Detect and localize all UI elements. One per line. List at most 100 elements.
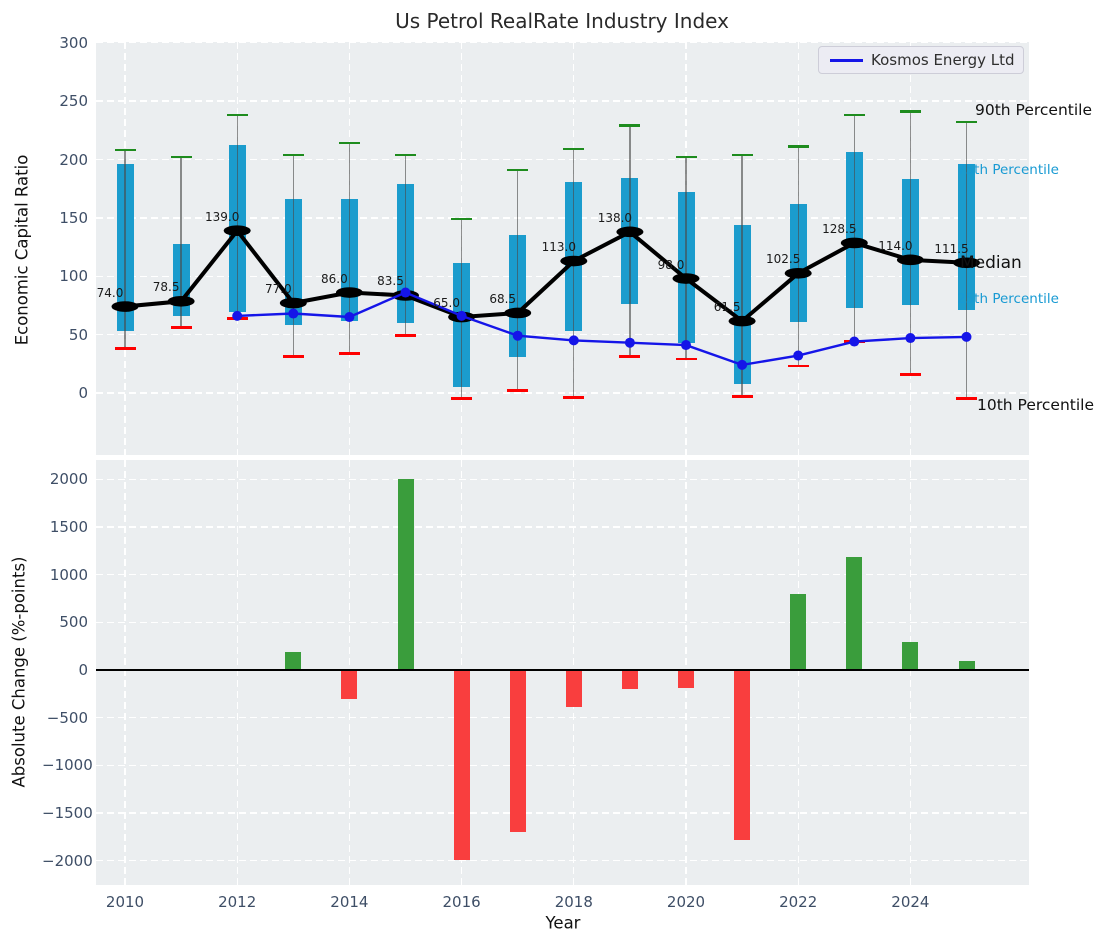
whisker-2020 [685,157,687,360]
gridline-h [96,275,1029,277]
kosmos-point-2017 [512,330,523,341]
top-ytick-300: 300 [59,33,88,52]
median-value-label-2022: 102.5 [766,252,801,267]
kosmos-point-2012 [232,310,243,321]
gridline-h [96,217,1029,219]
top-ytick-0: 0 [78,383,88,402]
whisker-2015 [404,154,407,336]
p90-cap-2019 [619,124,641,127]
whisker-2023 [853,115,855,342]
whisker-2017 [517,170,519,391]
p90-cap-2021 [731,153,753,157]
xtick-2018: 2018 [554,893,593,911]
kosmos-point-2015 [400,287,411,298]
bottom-ytick--1500: −1500 [42,804,93,822]
whisker-2013 [292,154,294,357]
change-bar-2015 [397,479,414,670]
median-value-label-2012: 139.0 [205,209,240,224]
kosmos-point-2022 [793,350,804,361]
whisker-2018 [573,148,575,398]
gridline-v [797,460,799,885]
median-marker-2012 [223,225,251,236]
whisker-2021 [741,154,743,397]
median-marker-2018 [560,255,588,267]
kosmos-point-2013 [288,308,299,319]
change-bar-2022 [790,593,807,670]
median-marker-2025 [953,257,980,269]
gridline-h [96,716,1029,719]
bottom-ytick--2000: −2000 [42,851,93,870]
median-value-label-2025: 111.5 [934,241,969,256]
p10-cap-2019 [619,355,641,359]
median-marker-2011 [167,295,195,307]
median-marker-2013 [279,297,307,309]
p10-cap-2020 [675,357,697,361]
xtick-2010: 2010 [105,893,145,911]
top-y-axis-label: Economic Capital Ratio [12,154,32,346]
median-marker-2019 [616,226,644,238]
whisker-2014 [348,143,351,354]
median-marker-2017 [504,307,532,319]
gridline-h [96,859,1029,862]
median-marker-2014 [335,287,363,298]
bottom-axes [96,460,1029,885]
p10-cap-2021 [731,395,753,398]
top-ytick-50: 50 [68,325,88,344]
median-line [124,227,967,324]
bottom-ytick--500: −500 [46,708,88,727]
p10-cap-2018 [563,396,585,399]
p10-cap-2025 [956,397,977,401]
p90-cap-2018 [563,147,585,151]
kosmos-point-2018 [568,335,579,346]
xtick-2012: 2012 [218,893,257,911]
median-value-label-2017: 68.5 [489,291,517,306]
top-ytick-250: 250 [59,92,88,111]
top-ytick-150: 150 [59,208,88,227]
annotation-75th-percentile: 75th Percentile [957,162,1059,179]
change-bar-2025 [958,661,975,670]
p90-cap-2014 [338,141,360,145]
median-marker-2021 [728,315,756,327]
p10-cap-2017 [507,389,529,392]
legend-label: Kosmos Energy Ltd [871,51,1015,69]
bottom-ytick-1000: 1000 [49,565,88,584]
p90-cap-2022 [787,145,809,148]
whisker-2024 [909,111,912,375]
whisker-2012 [236,115,238,319]
zero-line [96,669,1029,671]
kosmos-point-2020 [681,340,691,351]
gridline-h [96,812,1029,814]
kosmos-point-2016 [456,310,467,321]
p10-cap-2022 [787,364,809,368]
xtick-2024: 2024 [891,893,930,911]
kosmos-point-2019 [624,337,635,348]
change-bar-2024 [902,642,919,670]
p10-cap-2024 [899,372,921,376]
kosmos-point-2024 [905,333,916,344]
change-bar-2019 [621,670,638,690]
p90-cap-2012 [226,113,248,117]
kosmos-point-2014 [344,312,355,323]
xtick-2020: 2020 [666,893,706,911]
top-chart-lines [111,225,980,370]
kosmos-point-2023 [849,336,860,347]
p90-cap-2023 [843,113,865,117]
gridline-h [96,100,1029,102]
bottom-ytick-1500: 1500 [49,517,88,536]
bottom-ytick-0: 0 [78,661,88,679]
xtick-2016: 2016 [442,893,481,911]
p90-cap-2020 [675,155,697,159]
change-bar-2014 [341,670,358,699]
kosmos-point-2025 [961,331,972,342]
p90-cap-2016 [451,217,473,221]
whisker-2011 [180,157,182,328]
top-axes: 74.0 78.5 139.0 77.0 86.0 83.5 65.0 68.5 113.0 13… [96,42,1029,455]
p90-cap-2017 [507,168,529,172]
median-value-label-2021: 61.5 [713,300,741,315]
median-marker-2020 [672,273,700,284]
gridline-h [96,764,1029,767]
median-value-label-2019: 138.0 [597,210,633,225]
median-value-label-2016: 65.0 [433,296,460,311]
p10-cap-2013 [282,355,304,359]
